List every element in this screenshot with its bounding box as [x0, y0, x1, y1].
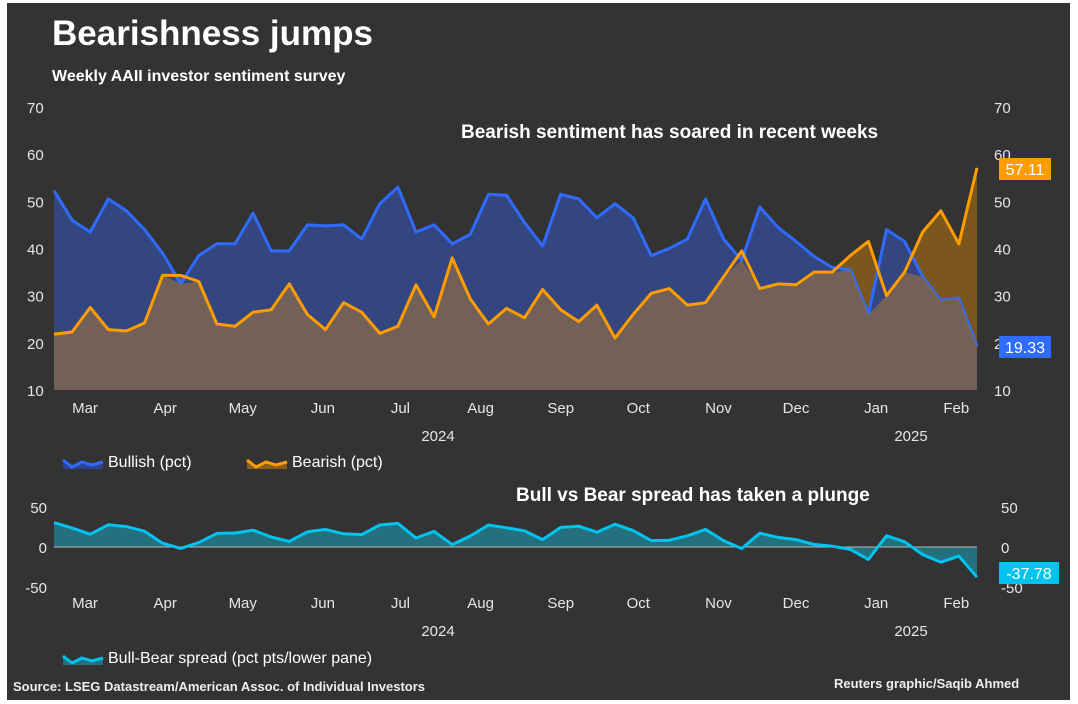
year-label-top: 2024 — [421, 428, 454, 445]
x-tick-bottom: May — [229, 595, 258, 612]
legend-item-bullish: Bullish (pct) — [62, 454, 192, 472]
x-tick-bottom: Nov — [705, 595, 732, 612]
x-tick-top: Jun — [311, 400, 335, 417]
y-tick-right: 50 — [994, 194, 1011, 211]
x-tick-top: Jul — [391, 400, 410, 417]
y-tick-left: 20 — [27, 336, 44, 353]
y-tick-left: 40 — [27, 242, 44, 259]
legend-label-bullish: Bullish (pct) — [108, 454, 192, 471]
x-tick-bottom: Mar — [72, 595, 98, 612]
x-tick-bottom: Oct — [627, 595, 651, 612]
x-tick-top: Dec — [783, 400, 810, 417]
legend-item-spread: Bull-Bear spread (pct pts/lower pane) — [62, 650, 372, 668]
y-tick-right: 50 — [1001, 500, 1018, 517]
bearish-last-value-bg — [999, 158, 1051, 180]
spread-last-value-bg — [999, 562, 1059, 584]
y-tick-left: 50 — [27, 194, 44, 211]
bullish-last-value-bg — [999, 336, 1051, 358]
x-tick-bottom: Jul — [391, 595, 410, 612]
legend-label-bearish: Bearish (pct) — [292, 454, 383, 471]
y-tick-right: 10 — [994, 383, 1011, 400]
legend-label-spread: Bull-Bear spread (pct pts/lower pane) — [108, 650, 373, 667]
x-tick-top: Sep — [547, 400, 574, 417]
x-tick-bottom: Feb — [943, 595, 969, 612]
x-tick-top: Apr — [154, 400, 177, 417]
chart-title: Bearishness jumps — [52, 14, 373, 53]
credit-note: Reuters graphic/Saqib Ahmed — [834, 676, 1020, 691]
bullish-line — [52, 185, 979, 347]
y-tick-left: 50 — [30, 500, 47, 517]
x-tick-bottom: Jan — [864, 595, 888, 612]
spread-last-value: -37.78 — [1006, 566, 1051, 583]
x-tick-top: May — [229, 400, 258, 417]
y-tick-left: 60 — [27, 147, 44, 164]
legend-item-bearish: Bearish (pct) — [246, 454, 383, 472]
y-tick-left: -50 — [25, 580, 47, 597]
source-note: Source: LSEG Datastream/American Assoc. … — [13, 679, 426, 694]
chart-subtitle: Weekly AAII investor sentiment survey — [52, 68, 346, 85]
x-tick-top: Aug — [467, 400, 494, 417]
y-tick-left: 0 — [39, 540, 47, 557]
x-tick-bottom: Dec — [783, 595, 810, 612]
spread-line — [53, 521, 979, 579]
x-tick-top: Mar — [72, 400, 98, 417]
y-tick-right: 0 — [1001, 540, 1009, 557]
top-pane-annotation: Bearish sentiment has soared in recent w… — [461, 122, 879, 143]
spread-area — [54, 522, 977, 578]
x-tick-top: Nov — [705, 400, 732, 417]
year-label-bottom: 2024 — [421, 623, 454, 640]
bullish-legend-icon — [62, 458, 104, 469]
x-tick-bottom: Sep — [547, 595, 574, 612]
x-tick-bottom: Aug — [467, 595, 494, 612]
y-tick-right: -50 — [1001, 580, 1023, 597]
bearish-legend-icon — [246, 458, 288, 469]
x-tick-top: Feb — [943, 400, 969, 417]
y-tick-right: 30 — [994, 289, 1011, 306]
x-tick-bottom: Apr — [154, 595, 177, 612]
year-label-top: 2025 — [894, 428, 927, 445]
year-label-bottom: 2025 — [894, 623, 927, 640]
x-tick-top: Oct — [627, 400, 651, 417]
spread-legend-icon — [62, 654, 104, 665]
y-tick-right: 40 — [994, 242, 1011, 259]
y-tick-left: 10 — [27, 383, 44, 400]
bottom-pane-annotation: Bull vs Bear spread has taken a plunge — [516, 485, 870, 506]
x-tick-bottom: Jun — [311, 595, 335, 612]
y-tick-right: 70 — [994, 100, 1011, 117]
y-tick-left: 30 — [27, 289, 44, 306]
bearish-line — [53, 167, 979, 340]
y-tick-left: 70 — [27, 100, 44, 117]
bearish-last-value: 57.11 — [1006, 162, 1045, 179]
bullish-last-value: 19.33 — [1005, 340, 1045, 357]
x-tick-top: Jan — [864, 400, 888, 417]
